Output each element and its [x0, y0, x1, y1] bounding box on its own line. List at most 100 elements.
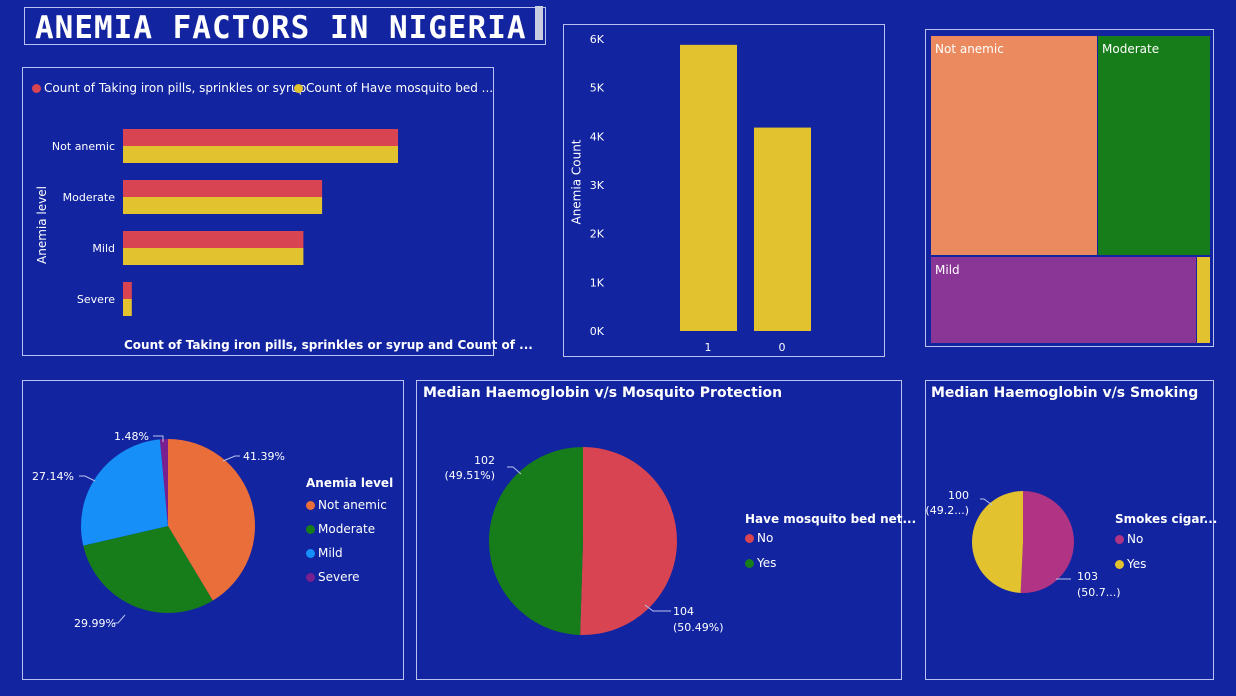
pie-slice-mild [81, 439, 168, 546]
data-label: 29.99% [74, 617, 116, 630]
data-label-value: 100 [948, 489, 969, 502]
pie-level-panel[interactable]: 41.39% 29.99% 27.14% 1.48% Anemia level Not… [22, 380, 404, 680]
legend-label: Yes [757, 556, 777, 570]
legend-dot-orange [306, 501, 315, 510]
pie-slice-not-anemic [168, 439, 255, 601]
legend-title: Have mosquito bed net... [745, 512, 917, 526]
x-tick-label: 1 [705, 341, 712, 354]
pie-chart-anemia-level: 41.39% 29.99% 27.14% 1.48% [32, 430, 285, 630]
data-label-percent: (50.49%) [673, 621, 724, 634]
legend-title: Anemia level [306, 476, 394, 490]
y-tick-label: 3K [590, 179, 605, 192]
page-title: ANEMIA FACTORS IN NIGERIA [35, 10, 527, 46]
title-cursor [535, 6, 543, 40]
legend-label: Not anemic [318, 498, 387, 512]
legend-label: Moderate [318, 522, 376, 536]
legend-item-not-anemic[interactable]: Not anemic [306, 498, 387, 512]
bar-chart-panel[interactable]: Count of Taking iron pills, sprinkles or… [22, 67, 533, 356]
x-axis-title: Count of Taking iron pills, sprinkles or… [124, 338, 533, 352]
y-tick-label: 5K [590, 82, 605, 95]
legend-label: No [1127, 532, 1144, 546]
legend-label: Mild [318, 546, 343, 560]
panel-title: Median Haemoglobin v/s Mosquito Protecti… [423, 385, 783, 401]
category-tick-label: Not anemic [52, 140, 115, 153]
leader-line [153, 435, 164, 442]
category-tick-label: Severe [77, 293, 115, 306]
bar-severe-iron [123, 282, 132, 299]
pie-slice-yes [972, 491, 1023, 593]
data-label-value: 103 [1077, 570, 1098, 583]
bar-not-anemic-net [123, 146, 398, 163]
bar-mild-net [123, 248, 304, 265]
pie-mosquito-panel[interactable]: Median Haemoglobin v/s Mosquito Protecti… [416, 380, 916, 680]
category-tick-label: Moderate [63, 191, 116, 204]
category-tick-label: Mild [92, 242, 115, 255]
legend-label: No [757, 531, 774, 545]
legend-dot-red [745, 534, 754, 543]
treemap-cell-severe[interactable] [1197, 257, 1210, 343]
legend-item-moderate[interactable]: Moderate [306, 522, 375, 536]
y-axis-title: Anemia level [34, 186, 49, 264]
legend-item-yes[interactable]: Yes [1115, 557, 1146, 571]
data-label: 27.14% [32, 470, 74, 483]
leader-line [980, 498, 993, 506]
data-label-percent: (49.2...) [926, 504, 969, 517]
legend-item-iron-pills[interactable]: Count of Taking iron pills, sprinkles or… [32, 81, 306, 95]
bar-moderate-net [123, 197, 323, 214]
pie-chart-smoking: 103 (50.7...) 100 (49.2...) [926, 489, 1121, 599]
leader-line [644, 604, 671, 612]
data-label-percent: (50.7...) [1077, 586, 1121, 599]
legend-dot-purple [306, 573, 315, 582]
treemap-label: Moderate [1102, 42, 1160, 56]
bar-severe-net [123, 299, 132, 316]
treemap-label: Not anemic [935, 42, 1004, 56]
treemap-panel[interactable]: Not anemic Moderate Mild [925, 29, 1214, 347]
legend-label: Severe [318, 570, 360, 584]
bar-not-anemic-iron [123, 129, 398, 146]
legend-dot-green [306, 525, 315, 534]
legend-dot-yellow [1115, 560, 1124, 569]
column-1 [680, 44, 737, 332]
pie-chart-mosquito: 104 (50.49%) 102 (49.51%) [444, 447, 724, 635]
legend-dot-red [32, 84, 41, 93]
x-tick-label: 0 [779, 341, 786, 354]
legend-item-no[interactable]: No [745, 531, 773, 545]
y-tick-label: 1K [590, 276, 605, 289]
treemap-cell-mild[interactable]: Mild [931, 257, 1196, 343]
pie-smoking-panel[interactable]: Median Haemoglobin v/s Smoking 103 (50.7.… [925, 380, 1218, 680]
legend-item-mild[interactable]: Mild [306, 546, 343, 560]
legend-item-no[interactable]: No [1115, 532, 1143, 546]
y-tick-label: 0K [590, 325, 605, 338]
treemap-cell-not-anemic[interactable]: Not anemic [931, 36, 1097, 255]
y-tick-label: 6K [590, 33, 605, 46]
legend-dot-yellow [294, 84, 303, 93]
data-label-percent: (49.51%) [444, 469, 495, 482]
title-box: ANEMIA FACTORS IN NIGERIA [24, 6, 546, 46]
legend-dot-magenta [1115, 535, 1124, 544]
leader-line [507, 466, 522, 475]
bar-moderate-iron [123, 180, 323, 197]
legend-label: Count of Taking iron pills, sprinkles or… [44, 81, 307, 95]
legend-item-yes[interactable]: Yes [745, 556, 776, 570]
data-label: 1.48% [114, 430, 149, 443]
legend-dot-green [745, 559, 754, 568]
legend-item-mosquito-net[interactable]: Count of Have mosquito bed ... [294, 81, 493, 95]
y-axis-title: Anemia Count [569, 139, 584, 225]
legend-dot-blue [306, 549, 315, 558]
treemap-label: Mild [935, 263, 960, 277]
panel-title: Median Haemoglobin v/s Smoking [931, 385, 1199, 401]
y-tick-label: 2K [590, 228, 605, 241]
legend-title: Smokes cigar... [1115, 512, 1218, 526]
column-chart-panel[interactable]: 0K 1K 2K 3K 4K 5K 6K 1 0 Anemia Count [563, 24, 885, 357]
column-0 [754, 127, 811, 331]
pie-slice-moderate [83, 526, 213, 613]
treemap-cell-moderate[interactable]: Moderate [1098, 36, 1210, 255]
legend-item-severe[interactable]: Severe [306, 570, 360, 584]
leader-line [79, 475, 96, 482]
leader-line [222, 455, 240, 462]
pie-slice-no [1020, 491, 1075, 593]
pie-slice-no [580, 447, 677, 635]
legend-label: Yes [1127, 557, 1147, 571]
y-tick-label: 4K [590, 130, 605, 143]
data-label-value: 102 [474, 454, 495, 467]
